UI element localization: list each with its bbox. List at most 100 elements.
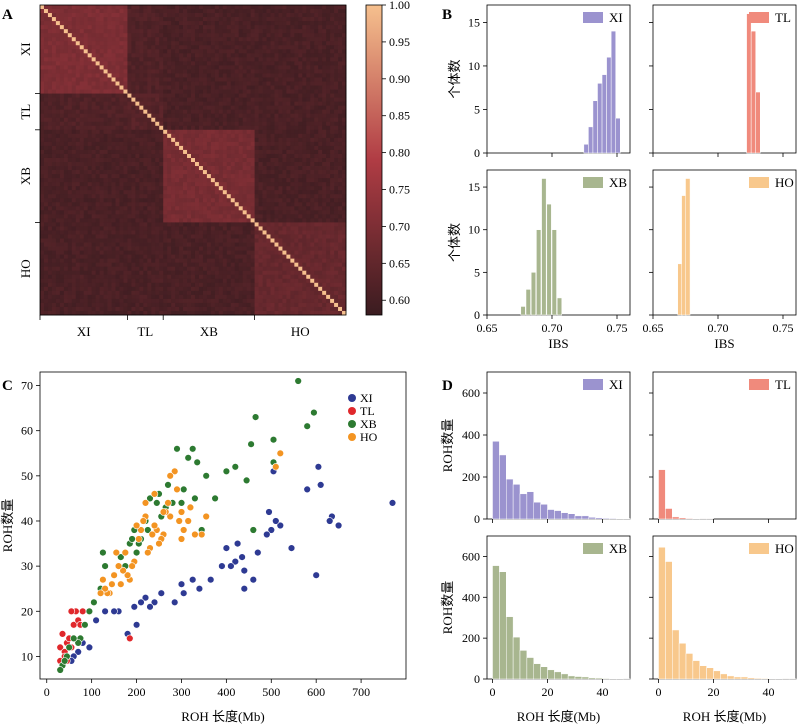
heatmap-cell xyxy=(247,210,251,214)
heatmap-cell xyxy=(227,170,231,174)
heatmap-cell xyxy=(167,53,171,57)
heatmap-cell xyxy=(326,86,330,90)
heatmap-cell xyxy=(135,134,139,138)
heatmap-cell xyxy=(259,174,263,178)
heatmap-cell xyxy=(326,255,330,259)
heatmap-cell xyxy=(92,77,96,81)
heatmap-cell xyxy=(48,158,52,162)
heatmap-cell xyxy=(52,73,56,77)
heatmap-cell xyxy=(135,243,139,247)
heatmap-cell xyxy=(203,69,207,73)
heatmap-cell xyxy=(298,214,302,218)
heatmap-cell xyxy=(100,170,104,174)
heatmap-cell xyxy=(179,25,183,29)
heatmap-cell xyxy=(203,190,207,194)
heatmap-cell xyxy=(274,210,278,214)
heatmap-cell xyxy=(318,234,322,238)
heatmap-cell xyxy=(88,150,92,154)
heatmap-cell xyxy=(167,251,171,255)
heatmap-cell xyxy=(159,138,163,142)
heatmap-cell xyxy=(60,230,64,234)
heatmap-cell xyxy=(243,57,247,61)
heatmap-cell xyxy=(306,37,310,41)
heatmap-cell xyxy=(215,69,219,73)
heatmap-cell xyxy=(112,154,116,158)
heatmap-cell xyxy=(119,243,123,247)
heatmap-cell xyxy=(259,230,263,234)
heatmap-cell xyxy=(338,210,342,214)
heatmap-cell xyxy=(131,61,135,65)
heatmap-cell xyxy=(135,142,139,146)
heatmap-cell xyxy=(330,251,334,255)
heatmap-cell xyxy=(52,49,56,53)
heatmap-cell xyxy=(40,57,44,61)
heatmap-cell xyxy=(108,90,112,94)
heatmap-cell xyxy=(88,222,92,226)
heatmap-cell xyxy=(191,239,195,243)
heatmap-cell xyxy=(147,154,151,158)
heatmap-cell xyxy=(191,210,195,214)
heatmap-cell xyxy=(330,94,334,98)
heatmap-cell xyxy=(326,222,330,226)
heatmap-cell xyxy=(187,37,191,41)
heatmap-cell xyxy=(127,94,131,98)
heatmap-cell xyxy=(298,247,302,251)
heatmap-cell xyxy=(255,194,259,198)
heatmap-cell xyxy=(326,226,330,230)
heatmap-cell xyxy=(179,214,183,218)
heatmap-cell xyxy=(127,61,131,65)
heatmap-cell xyxy=(183,21,187,25)
heatmap-cell xyxy=(48,118,52,122)
heatmap-cell xyxy=(116,29,120,33)
heatmap-cell xyxy=(302,130,306,134)
heatmap-cell xyxy=(334,130,338,134)
heatmap-cell xyxy=(219,90,223,94)
heatmap-cell xyxy=(259,53,263,57)
heatmap-cell xyxy=(119,114,123,118)
heatmap-cell xyxy=(80,49,84,53)
heatmap-cell xyxy=(151,206,155,210)
heatmap-cell xyxy=(48,37,52,41)
heatmap-cell xyxy=(227,29,231,33)
heatmap-cell xyxy=(80,142,84,146)
heatmap-cell xyxy=(191,98,195,102)
heatmap-cell xyxy=(231,243,235,247)
heatmap-cell xyxy=(108,154,112,158)
heatmap-cell xyxy=(72,130,76,134)
heatmap-cell xyxy=(286,150,290,154)
heatmap-cell xyxy=(203,214,207,218)
heatmap-cell xyxy=(294,73,298,77)
heatmap-cell xyxy=(163,57,167,61)
heatmap-cell xyxy=(64,25,68,29)
heatmap-cell xyxy=(334,251,338,255)
heatmap-cell xyxy=(231,146,235,150)
heatmap-cell xyxy=(179,94,183,98)
heatmap-cell xyxy=(179,81,183,85)
heatmap-cell xyxy=(88,41,92,45)
heatmap-cell xyxy=(44,146,48,150)
heatmap-cell xyxy=(267,45,271,49)
heatmap-cell xyxy=(60,226,64,230)
heatmap-cell xyxy=(282,166,286,170)
heatmap-cell xyxy=(286,206,290,210)
heatmap-cell xyxy=(255,13,259,17)
heatmap-cell xyxy=(199,73,203,77)
heatmap-cell xyxy=(334,247,338,251)
heatmap-cell xyxy=(203,174,207,178)
heatmap-cell xyxy=(183,49,187,53)
heatmap-cell xyxy=(139,259,143,263)
heatmap-cell xyxy=(338,166,342,170)
heatmap-cell xyxy=(286,41,290,45)
heatmap-cell xyxy=(80,98,84,102)
heatmap-cell xyxy=(40,73,44,77)
heatmap-cell xyxy=(183,13,187,17)
heatmap-cell xyxy=(163,106,167,110)
heatmap-cell xyxy=(88,57,92,61)
heatmap-cell xyxy=(235,9,239,13)
heatmap-cell xyxy=(88,98,92,102)
heatmap-cell xyxy=(135,90,139,94)
heatmap-cell xyxy=(239,17,243,21)
heatmap-cell xyxy=(116,94,120,98)
heatmap-cell xyxy=(270,25,274,29)
heatmap-cell xyxy=(179,154,183,158)
